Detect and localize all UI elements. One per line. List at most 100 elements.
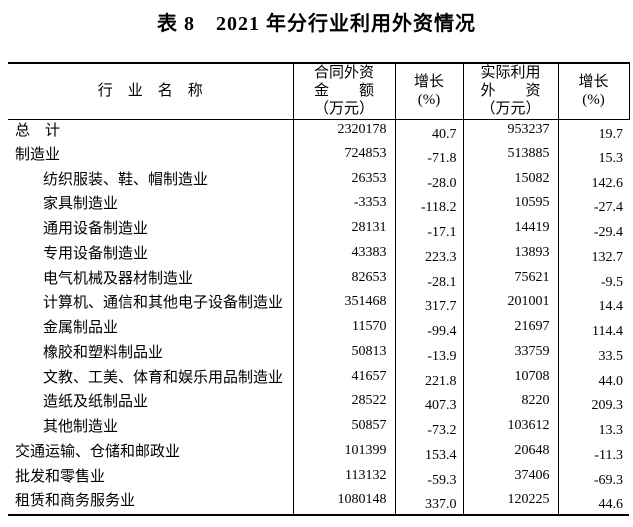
table-row: 其他制造业 50857 -73.2 103612 13.3 (8, 416, 629, 441)
table-row: 文教、工美、体育和娱乐用品制造业 41657 221.8 10708 44.0 (8, 366, 629, 392)
fdi-by-industry-table: 行 业 名 称 合同外资 金 额 （万元） 增长 (%) 实际利用 外 资 （万… (8, 62, 630, 516)
header-industry-label: 行 业 名 称 (97, 83, 203, 100)
utilized-growth-cell: -29.4 (557, 218, 629, 243)
industry-name-cell: 造纸及纸制品业 (43, 394, 149, 411)
contracted-growth-cell: -118.2 (394, 193, 463, 218)
contracted-amount-cell: 50813 (292, 341, 395, 367)
table-row: 家具制造业 -3353 -118.2 10595 -27.4 (8, 193, 629, 218)
contracted-growth-cell: -71.8 (394, 143, 463, 169)
contracted-growth-cell: -28.0 (394, 168, 463, 194)
utilized-growth-cell: -27.4 (557, 193, 629, 218)
header-industry-name: 行 业 名 称 (8, 63, 293, 120)
utilized-growth-cell: 44.6 (557, 490, 629, 515)
contracted-amount-cell: 82653 (292, 267, 395, 293)
industry-name-cell: 租赁和商务服务业 (15, 493, 136, 510)
contracted-growth-cell: 317.7 (394, 292, 463, 317)
industry-name-cell: 橡胶和塑料制品业 (43, 344, 164, 361)
contracted-amount-cell: 2320178 (292, 119, 395, 144)
contracted-growth-cell: 337.0 (394, 490, 463, 515)
contracted-amount-cell: 724853 (292, 143, 395, 169)
utilized-amount-cell: 33759 (462, 341, 558, 367)
utilized-amount-cell: 10708 (462, 366, 558, 392)
contracted-growth-cell: -99.4 (394, 317, 463, 342)
header-contracted-amount: 合同外资 金 额 （万元） (292, 63, 395, 120)
utilized-amount-cell: 201001 (462, 292, 558, 317)
utilized-growth-cell: 15.3 (557, 143, 629, 169)
utilized-growth-cell: 209.3 (557, 391, 629, 416)
contracted-growth-cell: -17.1 (394, 218, 463, 243)
header-growth-b-line1: 增长 (578, 74, 609, 91)
industry-name-cell: 文教、工美、体育和娱乐用品制造业 (43, 369, 284, 386)
industry-name-cell: 通用设备制造业 (43, 221, 149, 237)
utilized-amount-cell: 120225 (462, 490, 558, 515)
table-row: 纺织服装、鞋、帽制造业 26353 -28.0 15082 142.6 (8, 168, 629, 194)
industry-name-cell: 家具制造业 (43, 196, 119, 213)
header-contracted-line2: 金 额 (313, 83, 374, 100)
header-utilized-line3: （万元） (480, 101, 541, 118)
header-contracted-line1: 合同外资 (313, 65, 374, 82)
contracted-growth-cell: 407.3 (394, 391, 463, 416)
contracted-amount-cell: 11570 (292, 317, 395, 342)
header-contracted-line3: （万元） (313, 101, 374, 118)
industry-name-cell: 其他制造业 (43, 419, 119, 435)
utilized-growth-cell: 33.5 (557, 341, 629, 367)
contracted-amount-cell: 41657 (292, 366, 395, 392)
industry-name-cell: 总 计 (15, 122, 61, 139)
table-row: 计算机、通信和其他电子设备制造业 351468 317.7 201001 14.4 (8, 292, 629, 317)
utilized-amount-cell: 15082 (462, 168, 558, 194)
industry-name-cell: 电气机械及器材制造业 (43, 270, 194, 287)
contracted-growth-cell: 153.4 (394, 440, 463, 466)
contracted-amount-cell: -3353 (292, 193, 395, 218)
utilized-amount-cell: 37406 (462, 465, 558, 491)
utilized-amount-cell: 20648 (462, 440, 558, 466)
utilized-growth-cell: 14.4 (557, 292, 629, 317)
contracted-amount-cell: 26353 (292, 168, 395, 194)
utilized-amount-cell: 953237 (462, 119, 558, 144)
table-row: 总 计 2320178 40.7 953237 19.7 (8, 119, 629, 144)
utilized-amount-cell: 13893 (462, 242, 558, 268)
table-body: 总 计 2320178 40.7 953237 19.7 制造业 724853 -71.8 51… (8, 119, 629, 515)
utilized-growth-cell: -11.3 (557, 440, 629, 466)
utilized-amount-cell: 14419 (462, 218, 558, 243)
header-utilized-line1: 实际利用 (480, 65, 541, 82)
contracted-amount-cell: 351468 (292, 292, 395, 317)
industry-name-cell: 交通运输、仓储和邮政业 (15, 443, 181, 460)
utilized-growth-cell: 132.7 (557, 242, 629, 268)
contracted-amount-cell: 50857 (292, 416, 395, 441)
page-title: 表 8 2021 年分行业利用外资情况 (157, 13, 476, 35)
contracted-growth-cell: -59.3 (394, 465, 463, 491)
contracted-amount-cell: 113132 (292, 465, 395, 491)
utilized-growth-cell: -9.5 (557, 267, 629, 293)
utilized-amount-cell: 10595 (462, 193, 558, 218)
contracted-growth-cell: 40.7 (394, 119, 463, 144)
table-header: 行 业 名 称 合同外资 金 额 （万元） 增长 (%) 实际利用 外 资 （万… (8, 63, 630, 120)
table-row: 制造业 724853 -71.8 513885 15.3 (8, 143, 629, 169)
table-row: 金属制品业 11570 -99.4 21697 114.4 (8, 317, 629, 342)
table-row: 造纸及纸制品业 28522 407.3 8220 209.3 (8, 391, 629, 416)
table-row: 租赁和商务服务业 1080148 337.0 120225 44.6 (8, 490, 629, 515)
header-growth-a-line2: (%) (417, 92, 441, 109)
contracted-growth-cell: 223.3 (394, 242, 463, 268)
utilized-growth-cell: -69.3 (557, 465, 629, 491)
header-growth-contracted: 增长 (%) (394, 63, 463, 120)
utilized-growth-cell: 142.6 (557, 168, 629, 194)
industry-name-cell: 批发和零售业 (15, 468, 106, 485)
header-growth-utilized: 增长 (%) (557, 63, 630, 120)
utilized-growth-cell: 44.0 (557, 366, 629, 392)
industry-name-cell: 专用设备制造业 (43, 245, 149, 262)
table-row: 专用设备制造业 43383 223.3 13893 132.7 (8, 242, 629, 268)
utilized-amount-cell: 8220 (462, 391, 558, 416)
header-growth-b-line2: (%) (582, 92, 605, 109)
header-row: 行 业 名 称 合同外资 金 额 （万元） 增长 (%) 实际利用 外 资 （万… (8, 63, 630, 120)
header-utilized-amount: 实际利用 外 资 （万元） (462, 63, 558, 120)
table-row: 交通运输、仓储和邮政业 101399 153.4 20648 -11.3 (8, 440, 629, 466)
industry-name-cell: 制造业 (15, 146, 61, 163)
contracted-amount-cell: 1080148 (292, 490, 395, 515)
contracted-growth-cell: -73.2 (394, 416, 463, 441)
table-row: 橡胶和塑料制品业 50813 -13.9 33759 33.5 (8, 341, 629, 367)
contracted-amount-cell: 101399 (292, 440, 395, 466)
utilized-growth-cell: 114.4 (557, 317, 629, 342)
table-row: 电气机械及器材制造业 82653 -28.1 75621 -9.5 (8, 267, 629, 293)
industry-name-cell: 纺织服装、鞋、帽制造业 (43, 171, 209, 188)
table-row: 通用设备制造业 28131 -17.1 14419 -29.4 (8, 218, 629, 243)
